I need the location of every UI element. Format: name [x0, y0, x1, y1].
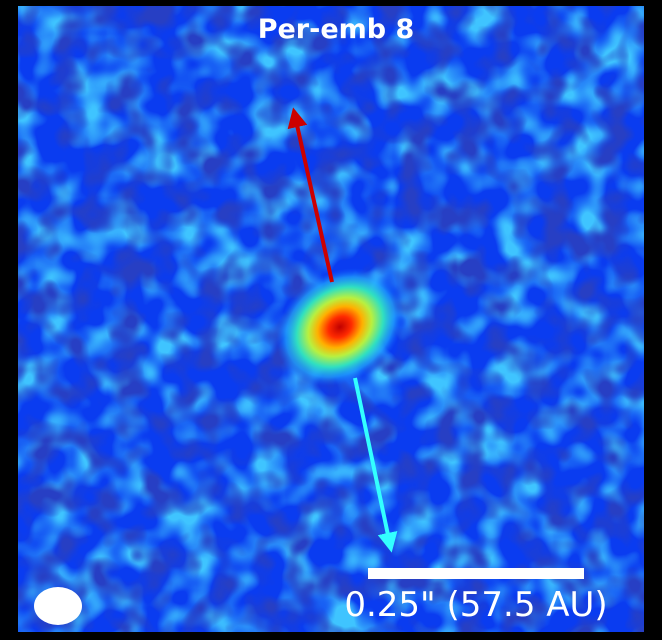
map: [18, 6, 644, 632]
title: Per-emb 8: [258, 14, 415, 45]
scale-bar: [368, 568, 584, 579]
image: Per-emb 8 0.25" (57.5 AU): [0, 0, 662, 640]
page: Per-emb 8 0.25" (57.5 AU) (() => { const…: [0, 0, 662, 640]
beam: [34, 587, 82, 625]
scale-bar-label: 0.25" (57.5 AU): [344, 585, 607, 625]
